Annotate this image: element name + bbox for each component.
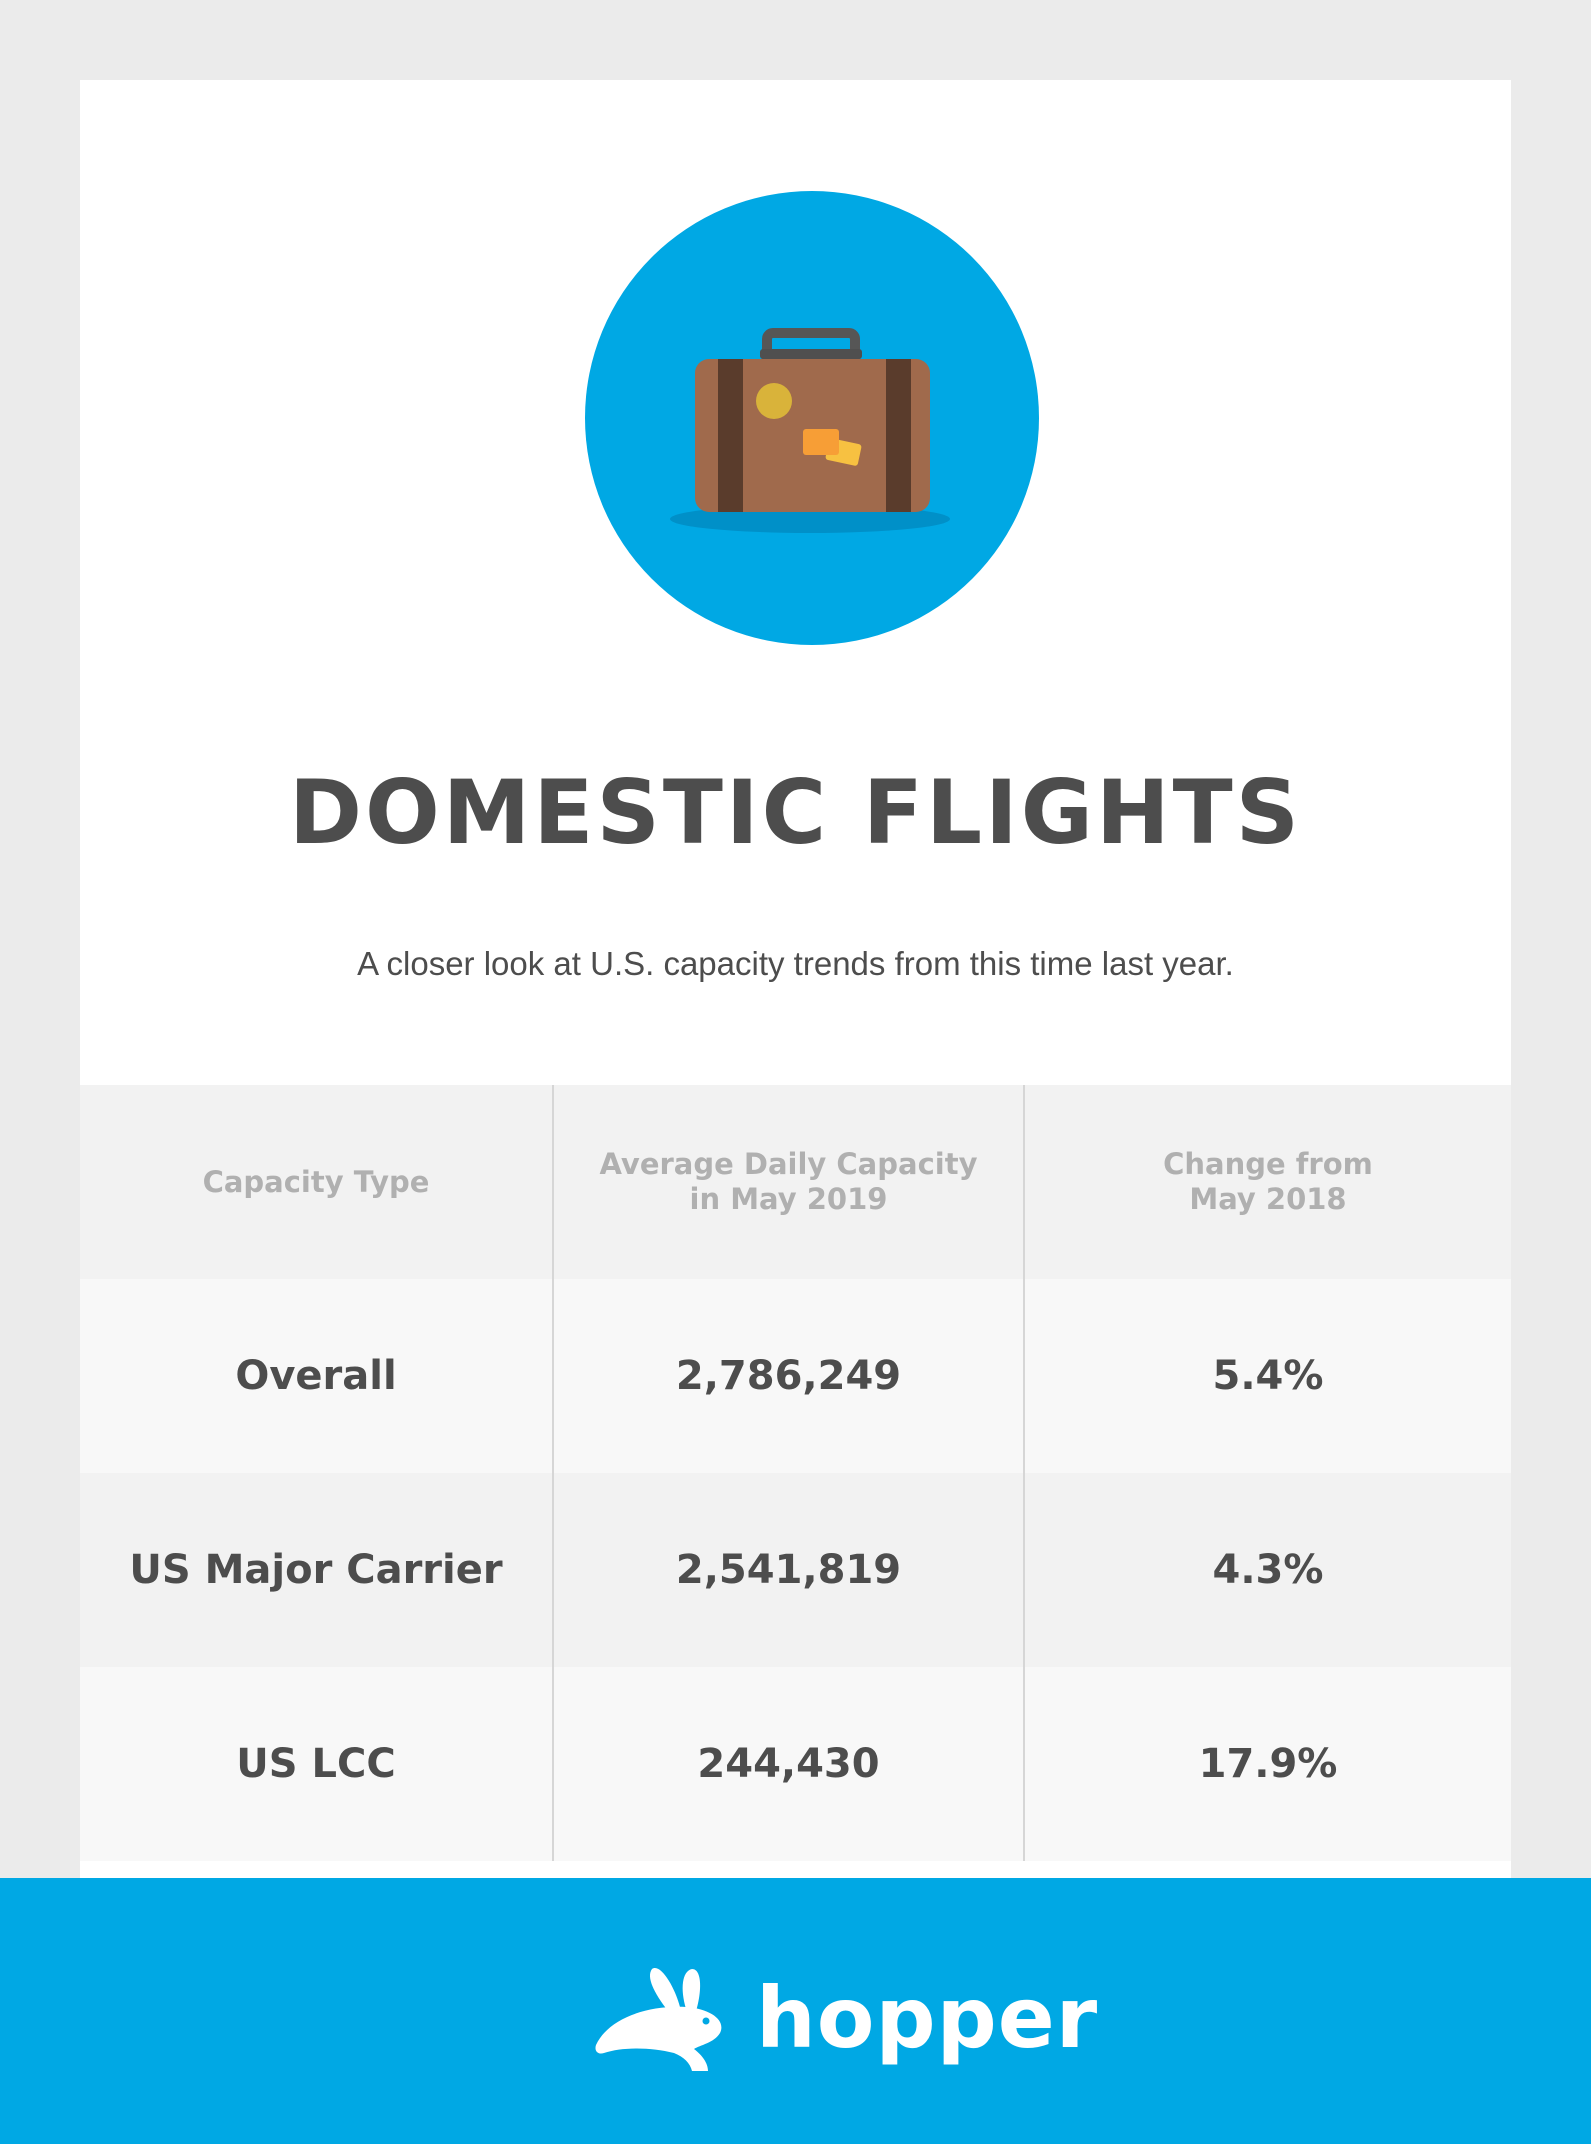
page-subtitle: A closer look at U.S. capacity trends fr… [357, 945, 1234, 982]
column-header-capacity-type: Capacity Type [202, 1164, 430, 1199]
cell-capacity: 2,541,819 [552, 1473, 1023, 1667]
bunny-icon [595, 1967, 722, 2071]
brand-footer: hopper [0, 1878, 1591, 2144]
hero-circle [585, 191, 1039, 645]
cell-capacity-type: Overall [235, 1353, 397, 1399]
cell-capacity-type: US LCC [236, 1741, 396, 1787]
hopper-logo: hopper [590, 1963, 1098, 2073]
cell-change: 17.9% [1023, 1667, 1511, 1861]
capacity-table: Capacity Type Average Daily Capacity in … [80, 1085, 1511, 1861]
page-title: DOMESTIC FLIGHTS [288, 761, 1303, 864]
cell-capacity: 244,430 [552, 1667, 1023, 1861]
table-header-row: Capacity Type Average Daily Capacity in … [80, 1085, 1511, 1279]
suitcase-icon [670, 328, 950, 533]
table-row: Overall 2,786,249 5.4% [80, 1279, 1511, 1473]
column-header-average-daily-capacity: Average Daily Capacity in May 2019 [552, 1085, 1023, 1279]
cell-change: 4.3% [1023, 1473, 1511, 1667]
infographic-card: DOMESTIC FLIGHTS A closer look at U.S. c… [80, 80, 1511, 1880]
brand-wordmark: hopper [756, 1969, 1099, 2067]
column-header-change: Change from May 2018 [1023, 1085, 1511, 1279]
cell-capacity: 2,786,249 [552, 1279, 1023, 1473]
cell-change: 5.4% [1023, 1279, 1511, 1473]
table-row: US LCC 244,430 17.9% [80, 1667, 1511, 1861]
cell-capacity-type: US Major Carrier [129, 1547, 503, 1593]
table-row: US Major Carrier 2,541,819 4.3% [80, 1473, 1511, 1667]
